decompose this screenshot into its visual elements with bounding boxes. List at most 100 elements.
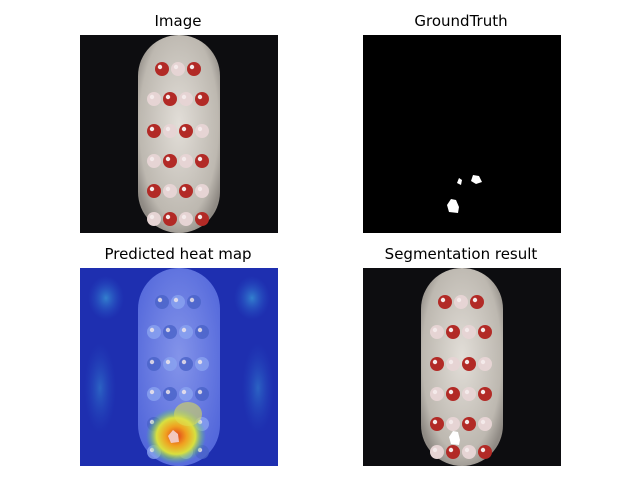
bristle-highlight	[464, 359, 470, 365]
defect-region-small-2	[457, 178, 462, 185]
bristle-highlight	[165, 94, 171, 100]
bristle-highlight	[432, 327, 438, 333]
bristle-tuft	[195, 387, 209, 401]
bristle-tuft	[179, 92, 193, 106]
bristle-highlight	[189, 297, 195, 303]
defect-region-large	[447, 199, 459, 213]
bristle-tuft	[430, 445, 444, 459]
bristle-highlight	[197, 327, 203, 333]
bristle-tuft	[163, 124, 177, 138]
bristle-tuft	[195, 154, 209, 168]
segmented-defect	[449, 431, 460, 445]
bristle-highlight	[456, 297, 462, 303]
groundtruth-panel	[363, 35, 561, 233]
segmentation-image	[363, 268, 561, 466]
bristle-tuft	[147, 154, 161, 168]
bristle-tuft	[446, 417, 460, 431]
bristle-tuft	[430, 325, 444, 339]
bristle-highlight	[464, 419, 470, 425]
bristle-tuft	[462, 387, 476, 401]
bristle-highlight	[432, 447, 438, 453]
bristle-tuft	[195, 357, 209, 371]
bristle-tuft	[163, 325, 177, 339]
bristle-highlight	[181, 389, 187, 395]
toothbrush-image	[80, 35, 278, 233]
bristle-tuft	[454, 295, 468, 309]
bristle-tuft	[430, 387, 444, 401]
panel-title-groundtruth: GroundTruth	[414, 12, 508, 30]
panel-title-segmentation: Segmentation result	[384, 245, 538, 263]
bristle-highlight	[432, 389, 438, 395]
bristle-highlight	[149, 156, 155, 162]
bristle-tuft	[478, 387, 492, 401]
bristle-highlight	[181, 186, 187, 192]
bristle-highlight	[149, 186, 155, 192]
bristle-highlight	[448, 419, 454, 425]
bristle-tuft	[179, 154, 193, 168]
bristle-tuft	[155, 295, 169, 309]
bristle-tuft	[470, 295, 484, 309]
bristle-tufts	[147, 62, 209, 226]
bristle-tuft	[446, 325, 460, 339]
bristle-highlight	[181, 327, 187, 333]
bristle-tuft	[147, 357, 161, 371]
bristle-highlight	[448, 359, 454, 365]
bristle-tuft	[163, 92, 177, 106]
bristle-tuft	[147, 184, 161, 198]
bristle-highlight	[448, 447, 454, 453]
bristle-tuft	[478, 357, 492, 371]
bristle-tuft	[179, 357, 193, 371]
bristle-tuft	[195, 325, 209, 339]
bristle-highlight	[149, 126, 155, 132]
groundtruth-mask	[363, 35, 561, 233]
bristle-tuft	[179, 212, 193, 226]
bristle-highlight	[181, 214, 187, 220]
bristle-highlight	[197, 186, 203, 192]
bristle-tuft	[462, 445, 476, 459]
bristle-highlight	[149, 94, 155, 100]
heatmap-panel	[80, 268, 278, 466]
bristle-highlight	[464, 447, 470, 453]
bristle-tuft	[163, 212, 177, 226]
bristle-tuft	[478, 445, 492, 459]
bristle-tuft	[163, 387, 177, 401]
bristle-highlight	[149, 214, 155, 220]
bristle-highlight	[157, 297, 163, 303]
bristle-highlight	[173, 64, 179, 70]
bristle-highlight	[472, 297, 478, 303]
defect-region-small-1	[471, 175, 482, 184]
bristle-highlight	[165, 126, 171, 132]
bristle-tuft	[187, 62, 201, 76]
bristle-highlight	[480, 327, 486, 333]
bristle-highlight	[197, 94, 203, 100]
bristle-tuft	[462, 357, 476, 371]
seg-bristle-tufts	[430, 295, 492, 459]
bristle-tuft	[438, 295, 452, 309]
panel-title-image: Image	[154, 12, 202, 30]
bristle-tuft	[163, 357, 177, 371]
bristle-highlight	[197, 126, 203, 132]
bristle-highlight	[464, 389, 470, 395]
bristle-tuft	[147, 325, 161, 339]
bristle-tuft	[179, 124, 193, 138]
bristle-tuft	[155, 62, 169, 76]
heat-map-overlay	[80, 268, 278, 466]
bristle-tuft	[430, 357, 444, 371]
bristle-tuft	[195, 92, 209, 106]
bristle-tuft	[195, 212, 209, 226]
bristle-highlight	[440, 297, 446, 303]
bristle-highlight	[165, 214, 171, 220]
bristle-tuft	[195, 124, 209, 138]
bristle-tuft	[462, 325, 476, 339]
bristle-highlight	[480, 447, 486, 453]
bristle-highlight	[480, 359, 486, 365]
bristle-tuft	[147, 212, 161, 226]
bristle-highlight	[149, 389, 155, 395]
bristle-highlight	[165, 327, 171, 333]
bristle-highlight	[165, 186, 171, 192]
bristle-tuft	[171, 295, 185, 309]
bristle-highlight	[432, 419, 438, 425]
bristle-highlight	[480, 419, 486, 425]
bristle-tuft	[179, 184, 193, 198]
bristle-tuft	[430, 417, 444, 431]
